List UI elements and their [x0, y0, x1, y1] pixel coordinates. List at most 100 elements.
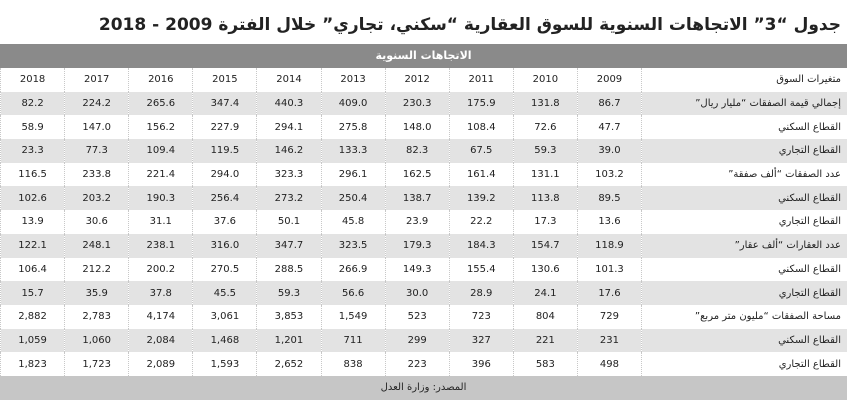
- cell: 23.3: [0, 139, 65, 163]
- cell: 498: [576, 352, 642, 376]
- column-header: متغيرات السوق: [641, 68, 847, 92]
- cell: 250.4: [320, 186, 386, 211]
- cell: 523: [384, 304, 450, 329]
- cell: 155.4: [448, 257, 514, 282]
- cell: 1,593: [192, 352, 257, 376]
- cell: 67.5: [448, 139, 514, 163]
- cell: 37.6: [192, 210, 257, 234]
- cell: 396: [448, 352, 514, 376]
- table-row: مساحة الصفقات “مليون متر مربع” 729 804 723 5…: [0, 304, 847, 329]
- cell: 106.4: [0, 257, 65, 282]
- cell: 35.9: [64, 281, 129, 305]
- cell: 119.5: [192, 139, 257, 163]
- column-header: 2013: [320, 68, 386, 92]
- cell: 316.0: [192, 233, 257, 258]
- cell: 148.0: [384, 115, 450, 140]
- cell: 230.3: [384, 91, 450, 116]
- row-label: القطاع السكني: [641, 257, 847, 282]
- cell: 583: [512, 352, 578, 376]
- table-row: القطاع التجاري 13.6 17.3 22.2 23.9 45.8 50.1 37…: [0, 210, 847, 234]
- cell: 162.5: [384, 162, 450, 187]
- cell: 133.3: [320, 139, 386, 163]
- table-title: جدول “3” الاتجاهات السنوية للسوق العقاري…: [98, 15, 841, 35]
- cell: 175.9: [448, 91, 514, 116]
- cell: 2,089: [128, 352, 193, 376]
- row-label: القطاع التجاري: [641, 139, 847, 163]
- cell: 102.6: [0, 186, 65, 211]
- cell: 122.1: [0, 233, 65, 258]
- cell: 203.2: [64, 186, 129, 211]
- cell: 1,823: [0, 352, 65, 376]
- row-label: القطاع التجاري: [641, 210, 847, 234]
- row-label: عدد الصفقات “ألف صفقة”: [641, 162, 847, 187]
- row-label: إجمالي قيمة الصفقات “مليار ريال”: [641, 91, 847, 116]
- table-row: القطاع التجاري 498 583 396 223 838 2,652 1,593 2…: [0, 352, 847, 376]
- cell: 139.2: [448, 186, 514, 211]
- row-label: القطاع السكني: [641, 328, 847, 353]
- cell: 15.7: [0, 281, 65, 305]
- cell: 17.3: [512, 210, 578, 234]
- cell: 200.2: [128, 257, 193, 282]
- cell: 118.9: [576, 233, 642, 258]
- cell: 17.6: [576, 281, 642, 305]
- table-row: إجمالي قيمة الصفقات “مليار ريال” 86.7 131.…: [0, 91, 847, 116]
- column-header: 2017: [64, 68, 129, 92]
- cell: 50.1: [256, 210, 322, 234]
- cell: 729: [576, 304, 642, 329]
- cell: 30.6: [64, 210, 129, 234]
- cell: 22.2: [448, 210, 514, 234]
- cell: 294.0: [192, 162, 257, 187]
- cell: 266.9: [320, 257, 386, 282]
- cell: 86.7: [576, 91, 642, 116]
- table-row: القطاع التجاري 17.6 24.1 28.9 30.0 56.6 59.3 45…: [0, 281, 847, 305]
- cell: 711: [320, 328, 386, 353]
- cell: 116.5: [0, 162, 65, 187]
- row-label: القطاع التجاري: [641, 281, 847, 305]
- row-label: عدد العقارات “ألف عقار”: [641, 233, 847, 258]
- cell: 154.7: [512, 233, 578, 258]
- cell: 299: [384, 328, 450, 353]
- cell: 723: [448, 304, 514, 329]
- cell: 190.3: [128, 186, 193, 211]
- cell: 256.4: [192, 186, 257, 211]
- cell: 233.8: [64, 162, 129, 187]
- cell: 224.2: [64, 91, 129, 116]
- cell: 327: [448, 328, 514, 353]
- cell: 184.3: [448, 233, 514, 258]
- cell: 82.3: [384, 139, 450, 163]
- cell: 409.0: [320, 91, 386, 116]
- cell: 288.5: [256, 257, 322, 282]
- cell: 149.3: [384, 257, 450, 282]
- column-header: 2011: [448, 68, 514, 92]
- cell: 265.6: [128, 91, 193, 116]
- cell: 131.8: [512, 91, 578, 116]
- cell: 4,174: [128, 304, 193, 329]
- cell: 161.4: [448, 162, 514, 187]
- table-row: القطاع السكني 101.3 130.6 155.4 149.3 266.9 28…: [0, 257, 847, 282]
- cell: 347.4: [192, 91, 257, 116]
- header-row: متغيرات السوق 2009 2010 2011 2012 2013 2014 201…: [0, 68, 847, 92]
- cell: 1,549: [320, 304, 386, 329]
- cell: 212.2: [64, 257, 129, 282]
- cell: 103.2: [576, 162, 642, 187]
- cell: 227.9: [192, 115, 257, 140]
- data-table: متغيرات السوق 2009 2010 2011 2012 2013 2014 201…: [0, 68, 847, 376]
- cell: 109.4: [128, 139, 193, 163]
- column-header: 2009: [576, 68, 642, 92]
- section-header: الاتجاهات السنوية: [0, 44, 847, 68]
- cell: 47.7: [576, 115, 642, 140]
- cell: 89.5: [576, 186, 642, 211]
- cell: 23.9: [384, 210, 450, 234]
- table-row: القطاع السكني 231 221 327 299 711 1,201 1,468 2,…: [0, 328, 847, 353]
- cell: 1,059: [0, 328, 65, 353]
- cell: 347.7: [256, 233, 322, 258]
- cell: 1,723: [64, 352, 129, 376]
- cell: 294.1: [256, 115, 322, 140]
- table-row: عدد العقارات “ألف عقار” 118.9 154.7 184.3 17…: [0, 233, 847, 258]
- cell: 45.5: [192, 281, 257, 305]
- cell: 2,084: [128, 328, 193, 353]
- cell: 323.3: [256, 162, 322, 187]
- cell: 45.8: [320, 210, 386, 234]
- cell: 156.2: [128, 115, 193, 140]
- cell: 179.3: [384, 233, 450, 258]
